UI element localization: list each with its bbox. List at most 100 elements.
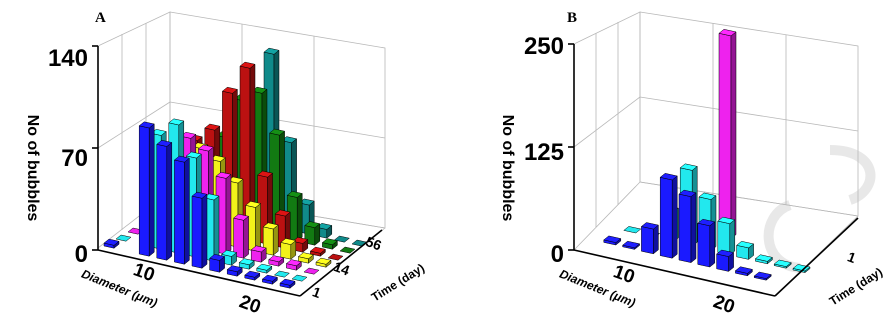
- panel-b-xtick-10: 10: [610, 261, 637, 288]
- panel-a-bar-s0-x20-top: [279, 278, 296, 286]
- panel-b-bar-s0-x4-top: [622, 240, 641, 249]
- panel-a-bar-s2-x12-top: [233, 213, 250, 221]
- panel-b-xtick-20: 20: [710, 291, 737, 318]
- panel-a-bar-s1-x14-top: [238, 258, 255, 266]
- panel-a-ytick-140: 140: [48, 45, 88, 72]
- panel-b-bar-s1-x12-top: [717, 216, 736, 224]
- panel-a-bar-s0-x6-side: [166, 141, 173, 261]
- panel-a-bar-s4-x6-top: [204, 123, 221, 131]
- panel-b-bar-s2-x10-top: [718, 29, 737, 37]
- panel-b-letter: B: [567, 10, 577, 26]
- panel-b-bar-s0-x10-top: [678, 189, 697, 197]
- panel-a-bar-s3-x18-top: [297, 252, 314, 260]
- panel-b-bar-s1-x10-top: [698, 192, 717, 200]
- panel-a-bar-s2-x18-top: [285, 259, 302, 267]
- panel-b-ztick-1: 1: [845, 248, 858, 266]
- panel-a-bar-s4-x8-top: [221, 86, 238, 94]
- panel-b-bar-s0-x2-top: [603, 235, 622, 243]
- panel-a-bar-s3-x12-top: [245, 201, 262, 208]
- panel-b-bar-s0-x12-side: [709, 221, 716, 268]
- panel-a-bar-s2-x10-side: [225, 173, 232, 255]
- panel-a-bar-s2-x10-top: [215, 171, 232, 179]
- panel-a-bar-s2-x14-top: [250, 245, 267, 253]
- panel-b-bar-s0-x12-front: [697, 222, 711, 268]
- panel-b-bars: [603, 29, 811, 281]
- panel-a-axes: [92, 45, 383, 297]
- panel-a-bar-s0-x18-top: [261, 274, 278, 282]
- panel-a-bar-s1-x4-top: [150, 129, 167, 136]
- panel-a-bar-s0-x6-top: [156, 140, 173, 147]
- panel-a-bar-s0-x4-top: [138, 121, 155, 129]
- panel-a-bar-s5-x16-top: [304, 221, 321, 228]
- panel-a-bar-s0-x4-side: [148, 123, 155, 257]
- panel-a-ztick-56: 56: [364, 233, 384, 253]
- panel-a-y-axis-title: No of bubbles: [24, 115, 41, 222]
- panel-a-bar-s3-x16-front: [280, 242, 292, 260]
- panel-a-xtick-20: 20: [236, 291, 263, 318]
- panel-b-bar-s1-x16-top: [754, 254, 773, 262]
- panel-a-bar-s5-x14-top: [286, 191, 303, 198]
- panel-a-bar-s1-x16-top: [256, 263, 273, 271]
- panel-a-bar-s0-x0-top: [103, 238, 120, 246]
- panel-b-axes: [568, 43, 859, 297]
- panel-a-ztick-14: 14: [332, 258, 352, 278]
- panel-a-bar-s0-x10-side: [201, 193, 208, 269]
- panel-b-side-wall: [573, 11, 641, 251]
- panel-b-ytick-0: 0: [551, 241, 564, 268]
- panel-a-bar-s0-x10-top: [191, 191, 208, 199]
- panel-a-bar-s2-x20-top: [303, 267, 320, 275]
- panel-a-ytick-70: 70: [61, 145, 88, 172]
- panel-a-bar-s3-x20-top: [315, 257, 332, 265]
- panel-b-bar-s0-x10-side: [690, 192, 697, 264]
- panel-a-bar-s3-x14-side: [272, 224, 279, 256]
- panel-a-bar-s1-x0-top: [115, 234, 132, 242]
- panel-a-bar-s4-x12-top: [257, 170, 274, 178]
- panel-b-bar-s0-x6-front: [641, 226, 654, 255]
- panel-b-ytick-250: 250: [524, 33, 564, 60]
- panel-a-bar-s1-x12-top: [221, 250, 238, 257]
- panel-b-y-axis-title: No of bubbles: [499, 115, 516, 222]
- panel-a-bar-s0-x10-front: [191, 195, 203, 269]
- panel-a-bar-s5-x14-side: [296, 192, 303, 242]
- panel-a-bar-s0-x14-top: [226, 265, 243, 273]
- panel-a-bar-s1-x8-top: [185, 151, 202, 159]
- panel-b-bar-s1-x14-top: [736, 241, 755, 249]
- panel-b-bar-s0-x14-front: [716, 253, 729, 272]
- panel-a-bar-s3-x14-top: [262, 222, 279, 230]
- panel-b-bar-s0-x8-top: [659, 173, 678, 181]
- panel-b-bar-s0-x14-top: [716, 249, 735, 257]
- panel-a-bar-s2-x6-top: [180, 131, 197, 139]
- panel-a-bar-s1-x18-top: [273, 270, 290, 278]
- panel-b-bar-s1-x12-side: [729, 219, 736, 256]
- panel-a-bar-s3-x12-side: [255, 202, 261, 252]
- panel-b-bar-s1-x18-top: [773, 259, 792, 267]
- panel-b-z-axis-title: Time (day): [827, 265, 885, 309]
- panel-a-bar-s0-x8-side: [184, 157, 190, 265]
- panel-a-bar-s3-x8-top: [209, 155, 226, 162]
- panel-a-bar-s4-x16-top: [292, 237, 309, 244]
- panel-b-bar-s0-x16-top: [734, 266, 753, 274]
- panel-a-bar-s2-x16-top: [268, 255, 285, 263]
- panel-b-bar-s0-x12-top: [697, 218, 716, 227]
- panel-b-bar-s2-x10-side: [730, 31, 737, 240]
- panel-a-z-axis-title: Time (day): [369, 261, 427, 305]
- panel-b-bar-s0-x18-top: [753, 271, 772, 279]
- panel-a-bar-s5-x10-top: [251, 86, 268, 94]
- panel-a-bar-s4-x10-top: [239, 61, 256, 69]
- panel-a-bar-s1-x10-side: [213, 195, 220, 262]
- panel-b-bar-s1-x8-top: [679, 163, 698, 171]
- panel-a-bar-s3-x10-top: [227, 176, 244, 184]
- panel-b-bar-s1-x2-top: [623, 226, 642, 234]
- panel-a-bar-s3-x16-top: [280, 238, 297, 245]
- panel-b-bar-s1-x20-top: [792, 264, 811, 272]
- panel-a-bar-s6-x14-top: [298, 198, 315, 206]
- panel-b-bar-s0-x8-front: [659, 176, 673, 259]
- panel-b-bar-s0-x10-front: [678, 193, 692, 263]
- panel-a-ytick-0: 0: [75, 241, 88, 268]
- panel-a-bar-s0-x6-front: [156, 143, 168, 261]
- panel-b-ytick-125: 125: [524, 139, 564, 166]
- panel-a-bar-s6-x12-top: [281, 136, 298, 144]
- panel-a-bar-s4-x14-top: [274, 209, 291, 217]
- panel-a-bar-s6-x10-top: [263, 47, 280, 55]
- panel-b-bar-s0-x6-side: [653, 224, 659, 255]
